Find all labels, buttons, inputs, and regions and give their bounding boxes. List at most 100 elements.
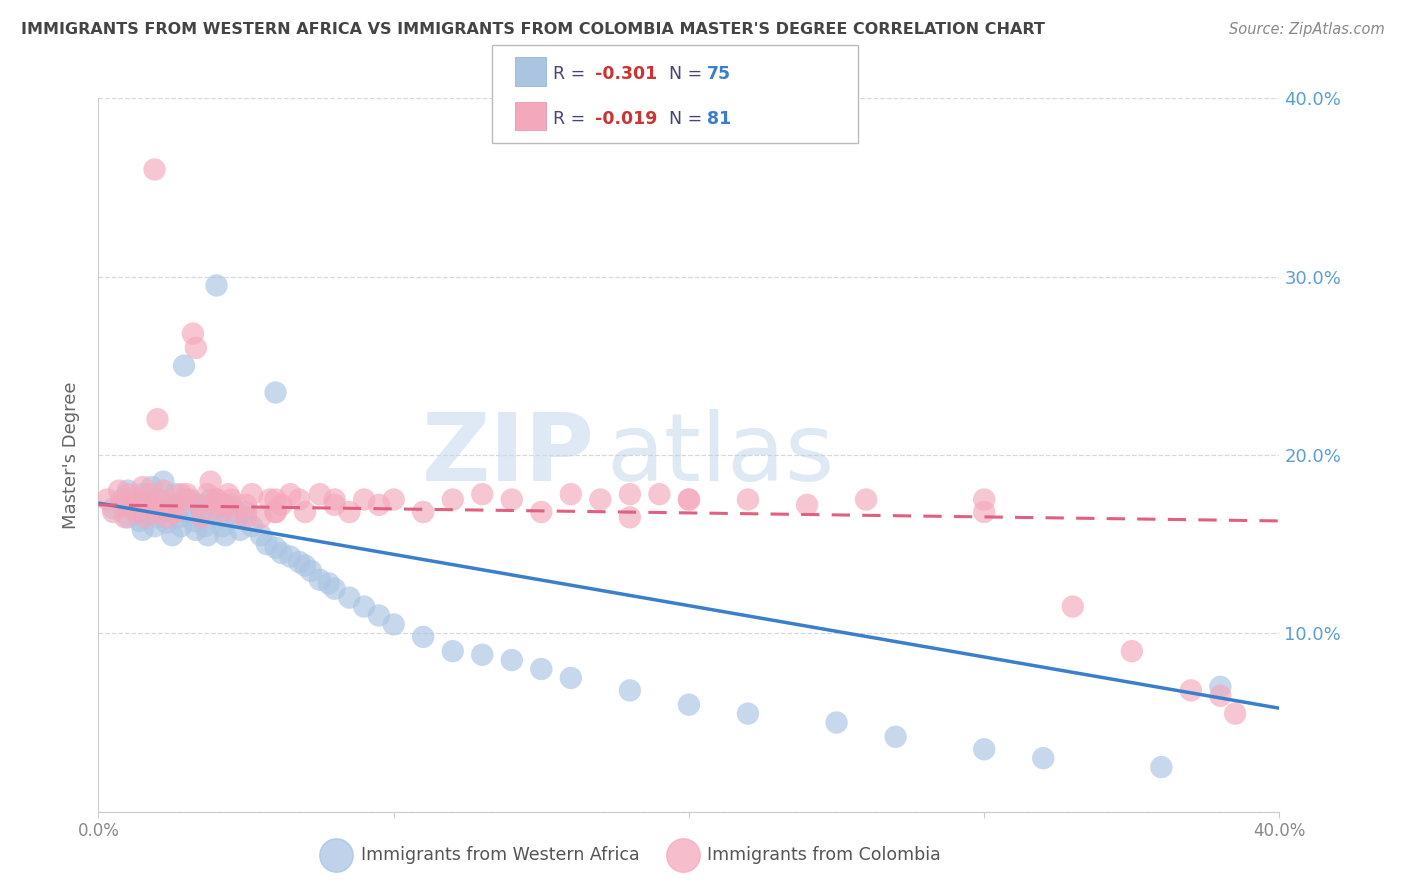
- Point: [170, 487, 193, 501]
- Point: [339, 505, 360, 519]
- Point: [796, 498, 818, 512]
- Point: [194, 519, 217, 533]
- Point: [122, 498, 145, 512]
- Point: [125, 505, 148, 519]
- Point: [235, 510, 257, 524]
- Point: [678, 492, 700, 507]
- Point: [103, 501, 125, 516]
- Point: [240, 487, 263, 501]
- Point: [309, 487, 332, 501]
- Point: [560, 487, 582, 501]
- Point: [96, 492, 118, 507]
- Point: [256, 537, 278, 551]
- Point: [205, 501, 228, 516]
- Point: [264, 385, 287, 400]
- Point: [155, 510, 177, 524]
- Point: [973, 742, 995, 756]
- Point: [143, 162, 166, 177]
- Point: [152, 475, 174, 489]
- Point: [278, 487, 302, 501]
- Point: [173, 359, 195, 373]
- Point: [205, 492, 228, 507]
- Point: [211, 505, 233, 519]
- Point: [184, 341, 207, 355]
- Text: 81: 81: [707, 110, 731, 128]
- Point: [141, 498, 163, 512]
- Point: [353, 492, 375, 507]
- Point: [226, 505, 249, 519]
- Legend: Immigrants from Western Africa, Immigrants from Colombia: Immigrants from Western Africa, Immigran…: [312, 839, 948, 871]
- Point: [678, 698, 700, 712]
- Point: [412, 630, 434, 644]
- Point: [1223, 706, 1246, 721]
- Point: [368, 608, 391, 623]
- Text: N =: N =: [658, 65, 707, 83]
- Point: [441, 644, 464, 658]
- Point: [187, 498, 209, 512]
- Point: [884, 730, 907, 744]
- Text: R =: R =: [553, 110, 591, 128]
- Point: [288, 492, 311, 507]
- Point: [162, 505, 183, 519]
- Point: [217, 487, 239, 501]
- Point: [1121, 644, 1143, 658]
- Point: [176, 487, 198, 501]
- Point: [214, 498, 236, 512]
- Point: [197, 487, 219, 501]
- Point: [353, 599, 375, 614]
- Point: [1180, 683, 1202, 698]
- Point: [146, 510, 169, 524]
- Point: [138, 487, 160, 501]
- Point: [339, 591, 360, 605]
- Point: [382, 617, 405, 632]
- Point: [471, 648, 494, 662]
- Point: [117, 483, 139, 498]
- Point: [226, 510, 249, 524]
- Point: [530, 662, 553, 676]
- Point: [176, 505, 198, 519]
- Point: [270, 546, 292, 560]
- Point: [250, 528, 273, 542]
- Point: [149, 501, 172, 516]
- Point: [1150, 760, 1173, 774]
- Point: [855, 492, 877, 507]
- Point: [155, 516, 177, 530]
- Point: [181, 514, 204, 528]
- Point: [181, 326, 204, 341]
- Point: [138, 507, 160, 521]
- Point: [191, 510, 214, 524]
- Point: [125, 505, 148, 519]
- Point: [170, 519, 193, 533]
- Point: [240, 519, 263, 533]
- Point: [678, 492, 700, 507]
- Point: [219, 498, 242, 512]
- Point: [191, 505, 214, 519]
- Point: [146, 505, 169, 519]
- Point: [737, 492, 759, 507]
- Point: [146, 492, 169, 507]
- Point: [132, 487, 155, 501]
- Point: [146, 412, 169, 426]
- Point: [294, 558, 316, 573]
- Point: [122, 492, 145, 507]
- Point: [294, 505, 316, 519]
- Point: [270, 498, 292, 512]
- Y-axis label: Master's Degree: Master's Degree: [62, 381, 80, 529]
- Point: [471, 487, 494, 501]
- Point: [149, 492, 172, 507]
- Point: [187, 498, 209, 512]
- Point: [152, 483, 174, 498]
- Point: [309, 573, 332, 587]
- Point: [278, 549, 302, 564]
- Point: [1062, 599, 1084, 614]
- Point: [973, 492, 995, 507]
- Point: [108, 483, 131, 498]
- Point: [323, 492, 346, 507]
- Point: [214, 528, 236, 542]
- Point: [825, 715, 848, 730]
- Point: [235, 505, 257, 519]
- Point: [211, 519, 233, 533]
- Point: [179, 492, 201, 507]
- Point: [111, 498, 134, 512]
- Point: [103, 505, 125, 519]
